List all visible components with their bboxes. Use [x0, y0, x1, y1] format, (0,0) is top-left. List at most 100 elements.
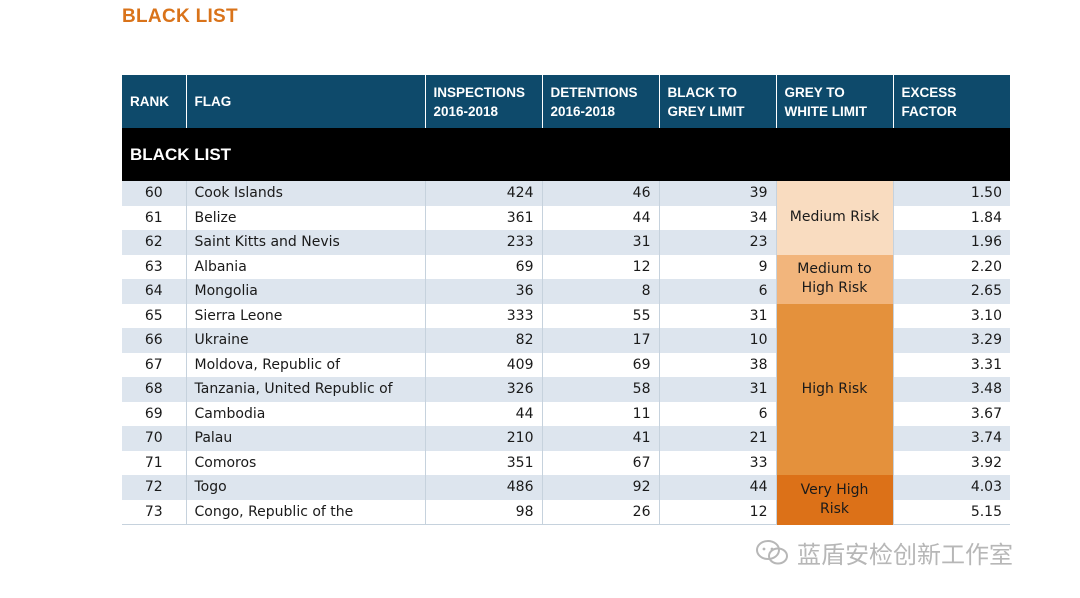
table-row: 69 Cambodia 44 11 6 3.67 — [122, 401, 1010, 426]
cell-rank: 65 — [122, 303, 187, 328]
cell-rank: 67 — [122, 352, 187, 377]
table-row: 64 Mongolia 36 8 6 2.65 — [122, 279, 1010, 304]
header-detentions: DETENTIONS 2016-2018 — [542, 75, 660, 128]
cell-excess-factor: 4.03 — [893, 475, 1010, 500]
wechat-icon — [756, 539, 788, 564]
page-title: BLACK LIST — [122, 6, 238, 27]
cell-flag: Mongolia — [186, 279, 426, 304]
cell-inspections: 44 — [425, 401, 543, 426]
cell-detentions: 12 — [542, 254, 660, 279]
cell-inspections: 486 — [425, 475, 543, 500]
cell-rank: 69 — [122, 401, 187, 426]
cell-rank: 72 — [122, 475, 187, 500]
cell-rank: 73 — [122, 499, 187, 525]
cell-black-to-grey: 9 — [659, 254, 777, 279]
cell-detentions: 17 — [542, 328, 660, 353]
cell-detentions: 46 — [542, 181, 660, 206]
cell-flag: Congo, Republic of the — [186, 499, 426, 525]
cell-flag: Cambodia — [186, 401, 426, 426]
cell-black-to-grey: 31 — [659, 377, 777, 402]
cell-inspections: 82 — [425, 328, 543, 353]
cell-flag: Togo — [186, 475, 426, 500]
cell-inspections: 233 — [425, 230, 543, 255]
table-row: 73 Congo, Republic of the 98 26 12 5.15 — [122, 499, 1010, 525]
table-row: 66 Ukraine 82 17 10 3.29 — [122, 328, 1010, 353]
cell-black-to-grey: 44 — [659, 475, 777, 500]
cell-flag: Belize — [186, 205, 426, 230]
header-rank: RANK — [122, 75, 187, 128]
cell-rank: 62 — [122, 230, 187, 255]
cell-black-to-grey: 21 — [659, 426, 777, 451]
cell-excess-factor: 3.31 — [893, 352, 1010, 377]
cell-detentions: 26 — [542, 499, 660, 525]
cell-rank: 70 — [122, 426, 187, 451]
watermark-text: 蓝盾安检创新工作室 — [797, 541, 1013, 569]
cell-black-to-grey: 38 — [659, 352, 777, 377]
cell-inspections: 326 — [425, 377, 543, 402]
cell-detentions: 31 — [542, 230, 660, 255]
cell-excess-factor: 3.10 — [893, 303, 1010, 328]
cell-detentions: 44 — [542, 205, 660, 230]
cell-rank: 61 — [122, 205, 187, 230]
table-row: 62 Saint Kitts and Nevis 233 31 23 1.96 — [122, 230, 1010, 255]
cell-excess-factor: 1.96 — [893, 230, 1010, 255]
cell-detentions: 8 — [542, 279, 660, 304]
cell-inspections: 424 — [425, 181, 543, 206]
risk-level-cell: Medium to High Risk — [776, 254, 894, 304]
cell-excess-factor: 3.67 — [893, 401, 1010, 426]
section-row: BLACK LIST — [122, 128, 1010, 181]
cell-excess-factor: 1.50 — [893, 181, 1010, 206]
cell-black-to-grey: 6 — [659, 279, 777, 304]
cell-flag: Saint Kitts and Nevis — [186, 230, 426, 255]
cell-detentions: 92 — [542, 475, 660, 500]
cell-flag: Ukraine — [186, 328, 426, 353]
cell-inspections: 333 — [425, 303, 543, 328]
table-row: 60 Cook Islands 424 46 39 Medium Risk 1.50 — [122, 181, 1010, 255]
table-row: 63 Albania 69 12 9 Medium to High Risk 2.20 — [122, 254, 1010, 304]
cell-inspections: 361 — [425, 205, 543, 230]
cell-excess-factor: 1.84 — [893, 205, 1010, 230]
risk-level-cell: Medium Risk — [776, 181, 894, 255]
cell-inspections: 210 — [425, 426, 543, 451]
cell-rank: 64 — [122, 279, 187, 304]
black-list-table: RANK FLAG INSPECTIONS 2016-2018 DETENTION… — [122, 75, 1010, 525]
cell-inspections: 409 — [425, 352, 543, 377]
cell-inspections: 69 — [425, 254, 543, 279]
risk-level-cell: High Risk — [776, 303, 894, 475]
cell-inspections: 351 — [425, 450, 543, 475]
cell-black-to-grey: 6 — [659, 401, 777, 426]
header-flag: FLAG — [186, 75, 426, 128]
cell-black-to-grey: 23 — [659, 230, 777, 255]
table-row: 72 Togo 486 92 44 Very High Risk 4.03 — [122, 475, 1010, 525]
cell-rank: 68 — [122, 377, 187, 402]
risk-level-cell: Very High Risk — [776, 475, 894, 525]
cell-flag: Comoros — [186, 450, 426, 475]
cell-black-to-grey: 10 — [659, 328, 777, 353]
cell-excess-factor: 2.65 — [893, 279, 1010, 304]
cell-detentions: 55 — [542, 303, 660, 328]
cell-inspections: 98 — [425, 499, 543, 525]
cell-flag: Palau — [186, 426, 426, 451]
table-row: 68 Tanzania, United Republic of 326 58 31 3.4… — [122, 377, 1010, 402]
header-grey-to-white: GREY TO WHITE LIMIT — [776, 75, 894, 128]
cell-detentions: 41 — [542, 426, 660, 451]
cell-excess-factor: 3.48 — [893, 377, 1010, 402]
cell-rank: 60 — [122, 181, 187, 206]
cell-excess-factor: 3.92 — [893, 450, 1010, 475]
cell-black-to-grey: 33 — [659, 450, 777, 475]
cell-flag: Sierra Leone — [186, 303, 426, 328]
cell-black-to-grey: 31 — [659, 303, 777, 328]
header-excess-factor: EXCESS FACTOR — [893, 75, 1010, 128]
header-black-to-grey: BLACK TO GREY LIMIT — [659, 75, 777, 128]
cell-detentions: 67 — [542, 450, 660, 475]
cell-flag: Cook Islands — [186, 181, 426, 206]
cell-rank: 71 — [122, 450, 187, 475]
cell-flag: Tanzania, United Republic of — [186, 377, 426, 402]
header-inspections: INSPECTIONS 2016-2018 — [425, 75, 543, 128]
cell-detentions: 11 — [542, 401, 660, 426]
cell-excess-factor: 3.29 — [893, 328, 1010, 353]
table-row: 67 Moldova, Republic of 409 69 38 3.31 — [122, 352, 1010, 377]
cell-black-to-grey: 39 — [659, 181, 777, 206]
cell-detentions: 58 — [542, 377, 660, 402]
cell-flag: Moldova, Republic of — [186, 352, 426, 377]
